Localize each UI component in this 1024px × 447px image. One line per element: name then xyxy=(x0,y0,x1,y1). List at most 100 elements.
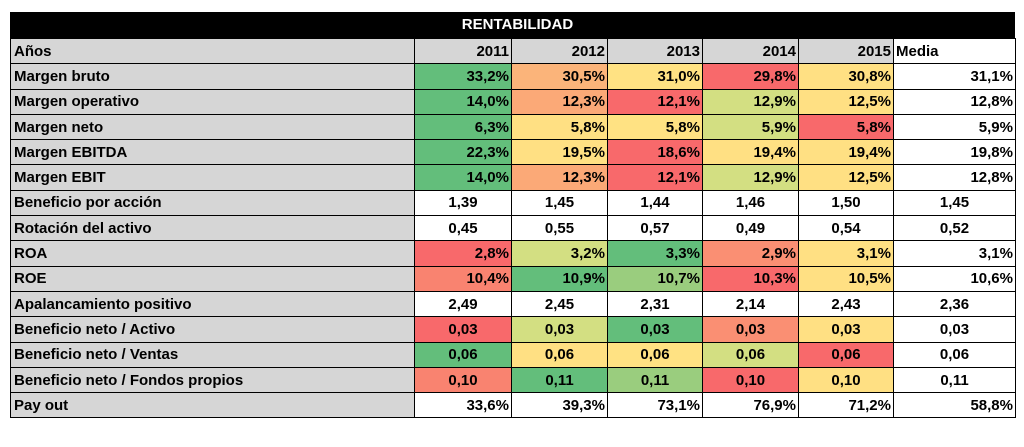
table-cell: 1,46 xyxy=(702,189,799,217)
table-row: Margen operativo 14,0% 12,3% 12,1% 12,9% 12,5… xyxy=(10,88,1016,115)
table-cell: 10,5% xyxy=(798,265,894,292)
table-cell: 10,3% xyxy=(702,265,799,292)
table-cell: 14,0% xyxy=(414,88,512,115)
table-row: Margen EBITDA 22,3% 19,5% 18,6% 19,4% 19,4% 19… xyxy=(10,139,1016,166)
media-cell: 0,06 xyxy=(893,341,1016,368)
table-cell: 12,1% xyxy=(607,88,703,115)
row-label: Margen neto xyxy=(10,113,415,141)
table-cell: 6,3% xyxy=(414,113,512,141)
table-cell: 10,4% xyxy=(414,265,512,292)
table-cell: 0,11 xyxy=(511,366,608,394)
table-row: ROE 10,4% 10,9% 10,7% 10,3% 10,5% 10,6% xyxy=(10,265,1016,292)
header-year: 2015 xyxy=(798,37,894,65)
row-label: Beneficio neto / Ventas xyxy=(10,341,415,368)
media-cell: 1,45 xyxy=(893,189,1016,217)
table-cell: 0,06 xyxy=(702,341,799,368)
table-cell: 12,3% xyxy=(511,88,608,115)
table-cell: 0,10 xyxy=(414,366,512,394)
row-label: Beneficio neto / Fondos propios xyxy=(10,366,415,394)
table-row: Beneficio neto / Fondos propios 0,10 0,11 0… xyxy=(10,366,1016,394)
table-cell: 0,54 xyxy=(798,215,894,242)
table-cell: 12,3% xyxy=(511,164,608,191)
table-cell: 5,9% xyxy=(702,113,799,141)
table-cell: 10,9% xyxy=(511,265,608,292)
table-row: Margen neto 6,3% 5,8% 5,8% 5,9% 5,8% 5,9% xyxy=(10,113,1016,141)
table-cell: 31,0% xyxy=(607,63,703,90)
table-cell: 0,45 xyxy=(414,215,512,242)
table-cell: 0,55 xyxy=(511,215,608,242)
table-cell: 71,2% xyxy=(798,392,894,419)
row-label: Rotación del activo xyxy=(10,215,415,242)
table-cell: 12,9% xyxy=(702,164,799,191)
media-cell: 0,11 xyxy=(893,366,1016,394)
table-cell: 1,39 xyxy=(414,189,512,217)
table-cell: 76,9% xyxy=(702,392,799,419)
table-row: ROA 2,8% 3,2% 3,3% 2,9% 3,1% 3,1% xyxy=(10,240,1016,267)
table-row: Beneficio por acción 1,39 1,45 1,44 1,46 1,50… xyxy=(10,189,1016,217)
table-cell: 0,03 xyxy=(607,316,703,343)
table-cell: 5,8% xyxy=(798,113,894,141)
header-year: 2012 xyxy=(511,37,608,65)
header-year: 2014 xyxy=(702,37,799,65)
media-cell: 12,8% xyxy=(893,88,1016,115)
table-cell: 0,03 xyxy=(702,316,799,343)
table-cell: 30,5% xyxy=(511,63,608,90)
media-cell: 0,52 xyxy=(893,215,1016,242)
header-label: Años xyxy=(10,37,415,65)
table-cell: 73,1% xyxy=(607,392,703,419)
table-cell: 0,06 xyxy=(607,341,703,368)
table-cell: 12,9% xyxy=(702,88,799,115)
table-row: Beneficio neto / Ventas 0,06 0,06 0,06 0,06 0… xyxy=(10,341,1016,368)
table-cell: 3,3% xyxy=(607,240,703,267)
table-cell: 0,03 xyxy=(798,316,894,343)
table-cell: 39,3% xyxy=(511,392,608,419)
row-label: Apalancamiento positivo xyxy=(10,290,415,318)
table-cell: 2,9% xyxy=(702,240,799,267)
media-cell: 0,03 xyxy=(893,316,1016,343)
media-cell: 12,8% xyxy=(893,164,1016,191)
table-cell: 0,06 xyxy=(511,341,608,368)
table-cell: 10,7% xyxy=(607,265,703,292)
table-cell: 12,5% xyxy=(798,88,894,115)
table-row: Pay out 33,6% 39,3% 73,1% 76,9% 71,2% 58,8% xyxy=(10,392,1016,419)
table-cell: 12,1% xyxy=(607,164,703,191)
table-cell: 1,50 xyxy=(798,189,894,217)
table-cell: 0,06 xyxy=(414,341,512,368)
row-label: Margen bruto xyxy=(10,63,415,90)
header-year: 2013 xyxy=(607,37,703,65)
table-cell: 0,57 xyxy=(607,215,703,242)
table-cell: 33,6% xyxy=(414,392,512,419)
media-cell: 10,6% xyxy=(893,265,1016,292)
table-cell: 0,11 xyxy=(607,366,703,394)
table-cell: 0,03 xyxy=(414,316,512,343)
header-row: Años 2011 2012 2013 2014 2015 Media xyxy=(10,37,1016,65)
table-cell: 19,5% xyxy=(511,139,608,166)
media-cell: 19,8% xyxy=(893,139,1016,166)
row-label: Margen EBITDA xyxy=(10,139,415,166)
row-label: Pay out xyxy=(10,392,415,419)
table-cell: 2,31 xyxy=(607,290,703,318)
table-cell: 0,10 xyxy=(798,366,894,394)
table-cell: 12,5% xyxy=(798,164,894,191)
table-cell: 0,03 xyxy=(511,316,608,343)
media-cell: 5,9% xyxy=(893,113,1016,141)
table-cell: 2,8% xyxy=(414,240,512,267)
spreadsheet-table: RENTABILIDAD Años 2011 2012 2013 2014 2015 Med… xyxy=(10,12,1016,419)
row-label: ROA xyxy=(10,240,415,267)
table-row: Beneficio neto / Activo 0,03 0,03 0,03 0,03 0… xyxy=(10,316,1016,343)
table-row: Rotación del activo 0,45 0,55 0,57 0,49 0,54 0… xyxy=(10,215,1016,242)
table-cell: 5,8% xyxy=(511,113,608,141)
media-cell: 2,36 xyxy=(893,290,1016,318)
media-cell: 58,8% xyxy=(893,392,1016,419)
table-cell: 22,3% xyxy=(414,139,512,166)
table-cell: 2,45 xyxy=(511,290,608,318)
table-cell: 30,8% xyxy=(798,63,894,90)
table-row: Margen EBIT 14,0% 12,3% 12,1% 12,9% 12,5% 12,8… xyxy=(10,164,1016,191)
table-cell: 2,43 xyxy=(798,290,894,318)
table-cell: 29,8% xyxy=(702,63,799,90)
table-cell: 0,10 xyxy=(702,366,799,394)
rentabilidad-table: Años 2011 2012 2013 2014 2015 Media Margen brut… xyxy=(10,37,1016,419)
table-cell: 1,44 xyxy=(607,189,703,217)
table-cell: 3,2% xyxy=(511,240,608,267)
table-cell: 2,49 xyxy=(414,290,512,318)
